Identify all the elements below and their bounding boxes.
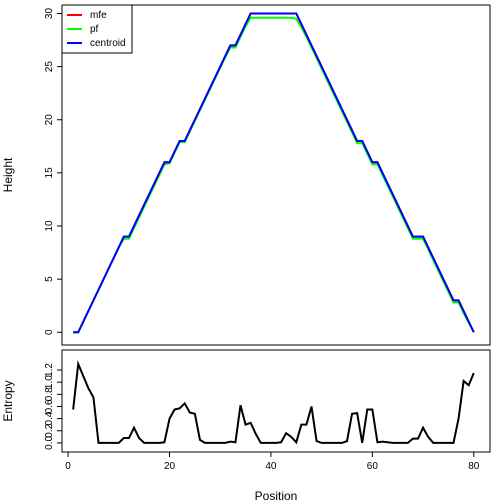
line [73, 12, 475, 334]
y-tick-label: 0.2 [44, 423, 55, 437]
legend-label: mfe [90, 10, 107, 21]
legend-box [61, 4, 133, 54]
y-tick-label: 1.0 [44, 375, 55, 389]
line [73, 16, 475, 334]
y-axis-label: Entropy [1, 380, 15, 421]
y-tick-label: 0.6 [44, 399, 55, 413]
y-tick-label: 0.0 [44, 436, 55, 450]
y-tick-label: 30 [44, 8, 55, 20]
x-tick-label: 80 [468, 461, 480, 472]
y-axis-label: Height [1, 157, 15, 192]
y-tick-label: 1.2 [44, 363, 55, 377]
y-tick-label: 25 [44, 61, 55, 73]
legend-label: centroid [90, 38, 126, 49]
x-tick-label: 60 [367, 461, 379, 472]
y-tick-label: 10 [44, 220, 55, 232]
plot-box [61, 349, 491, 453]
x-tick-label: 20 [164, 461, 176, 472]
x-axis-label: Position [255, 489, 298, 503]
line [73, 12, 475, 334]
legend-label: pf [90, 24, 99, 35]
y-tick-label: 20 [44, 114, 55, 126]
y-tick-label: 5 [44, 276, 55, 282]
x-tick-label: 0 [65, 461, 71, 472]
y-tick-label: 0 [44, 329, 55, 335]
line [72, 360, 475, 445]
y-tick-label: 0.8 [44, 387, 55, 401]
plot-box [61, 4, 491, 346]
x-tick-label: 40 [265, 461, 277, 472]
y-tick-label: 0.4 [44, 411, 55, 425]
y-tick-label: 15 [44, 167, 55, 179]
